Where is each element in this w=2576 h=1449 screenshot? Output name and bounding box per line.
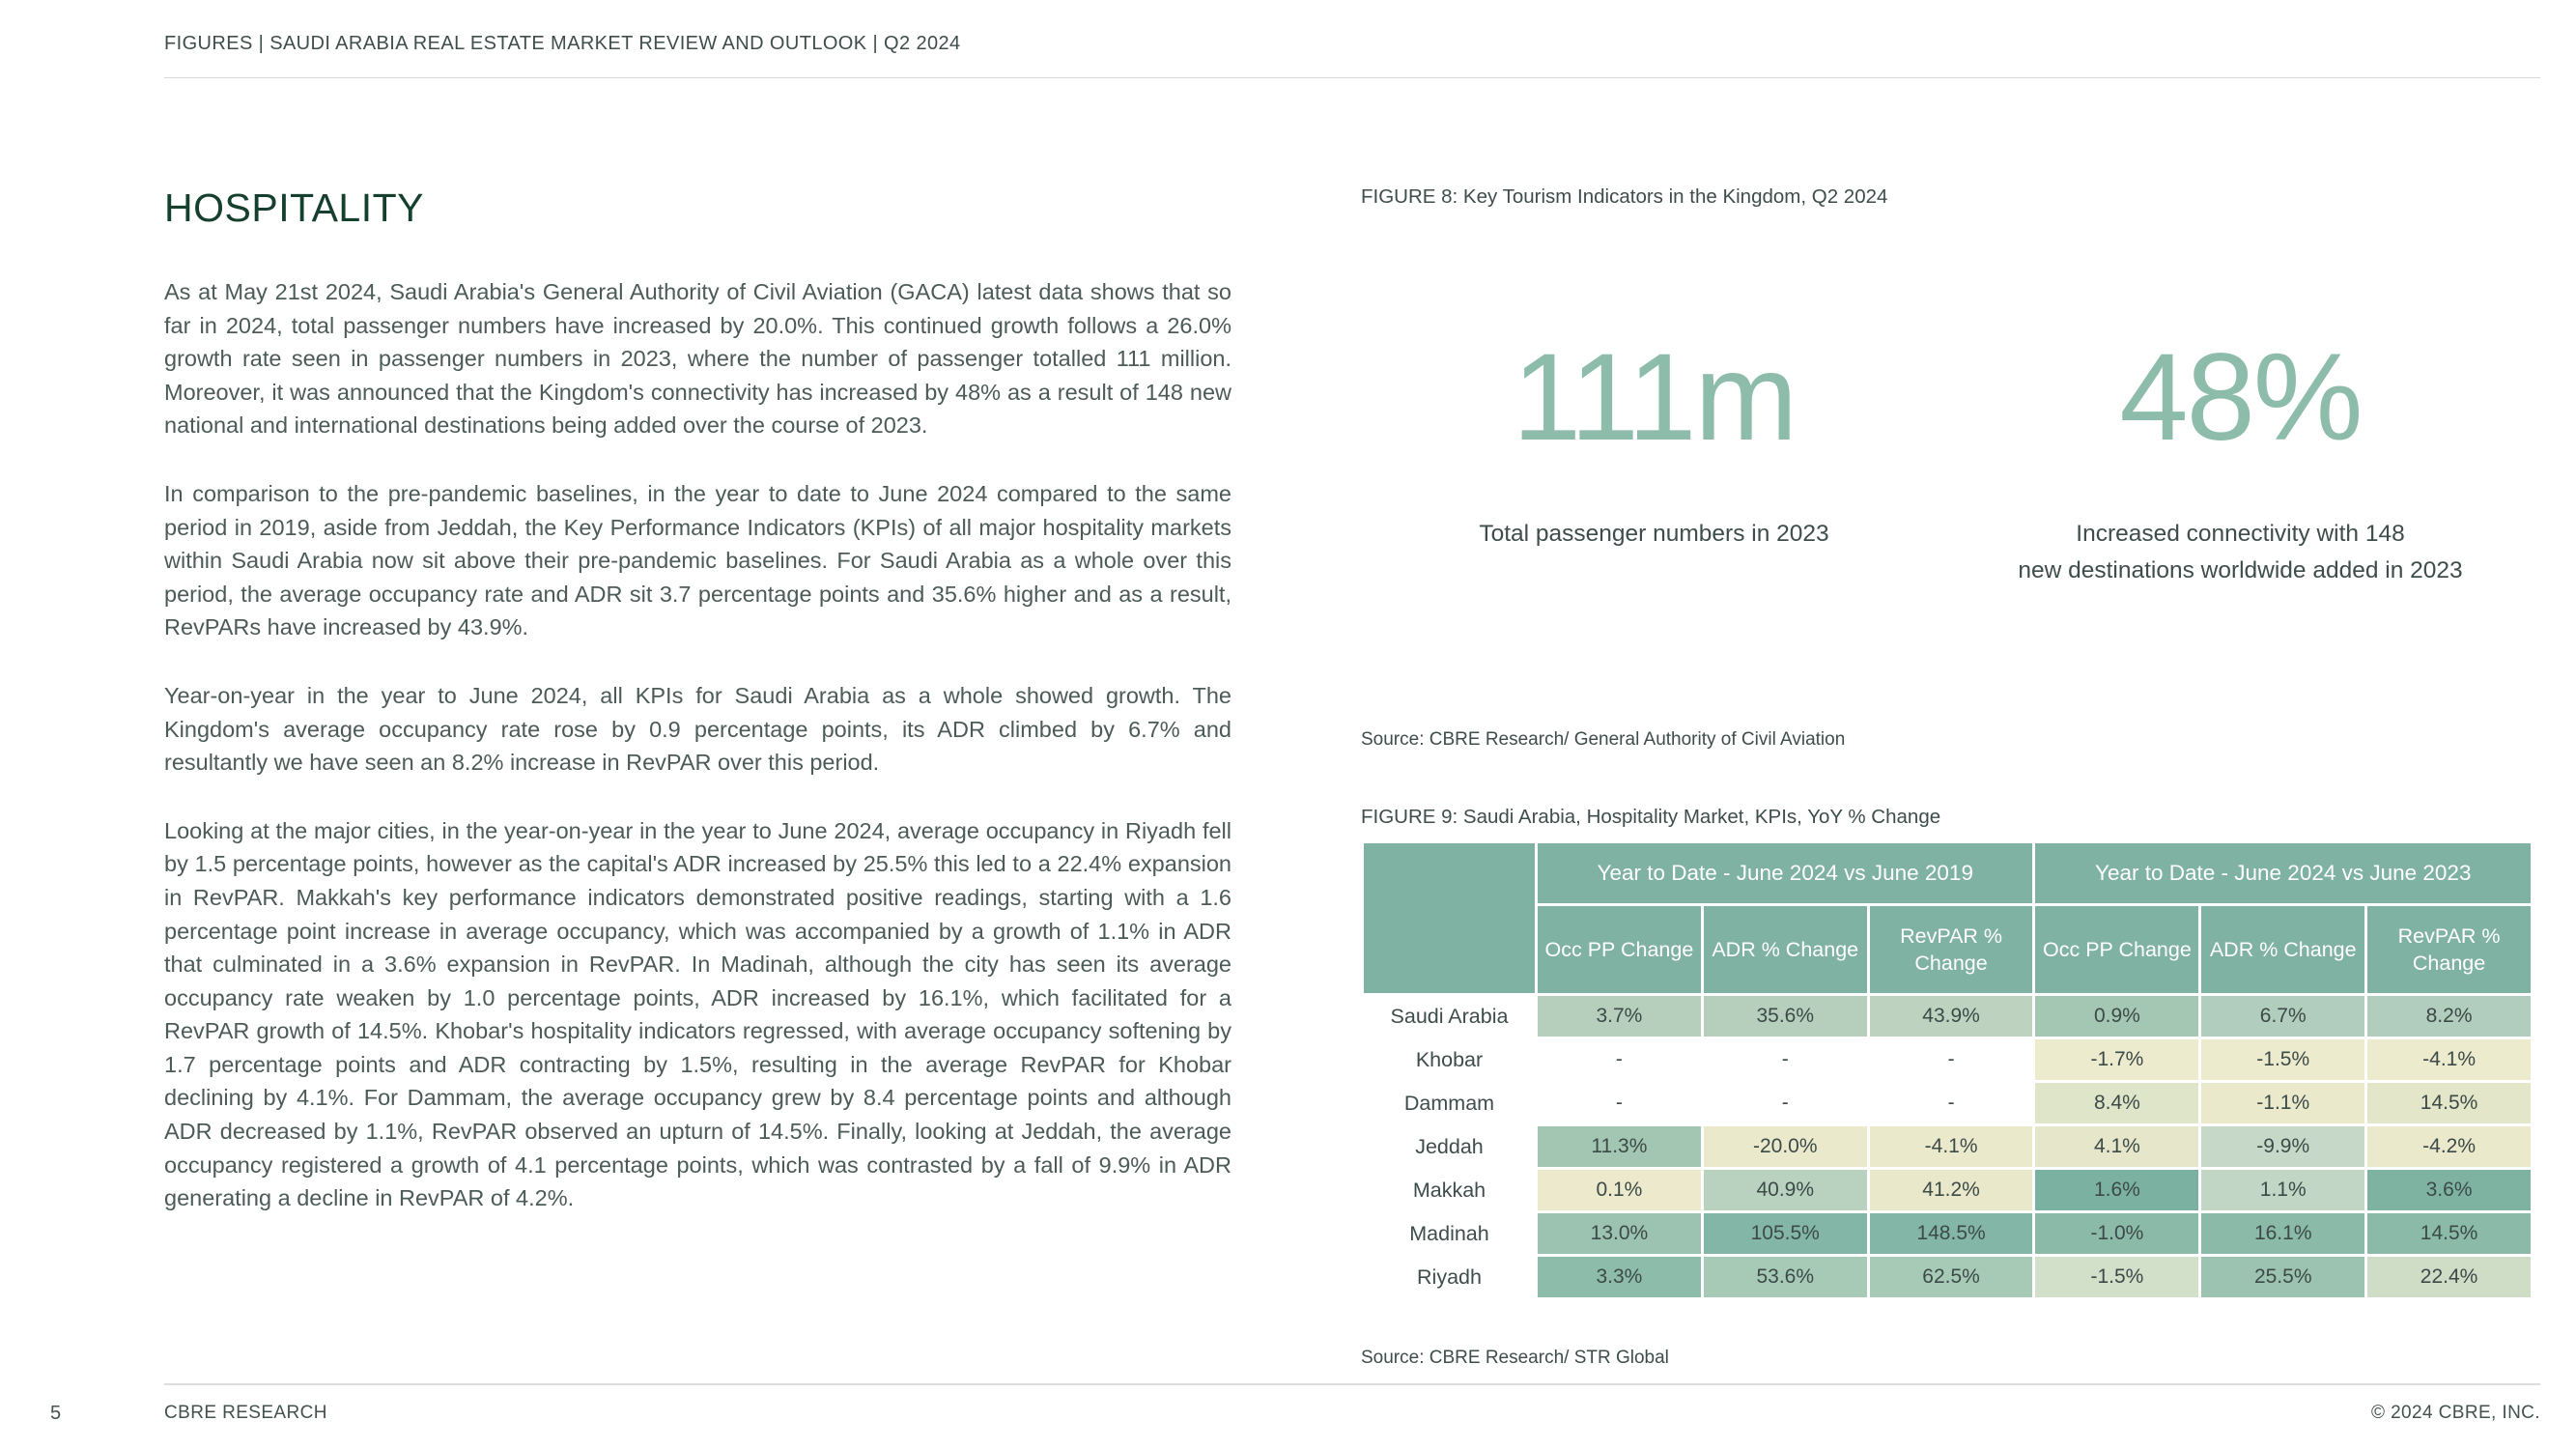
kpi-table: Year to Date - June 2024 vs June 2019 Ye…: [1361, 840, 2534, 1300]
table-row: Riyadh 3.3% 53.6% 62.5% -1.5% 25.5% 22.4%: [1361, 1254, 2534, 1300]
kpi-cell: -: [1700, 1037, 1870, 1083]
row-label: Riyadh: [1361, 1254, 1538, 1300]
footer-brand: CBRE RESEARCH: [164, 1403, 327, 1423]
row-label: Dammam: [1361, 1080, 1538, 1126]
table-group-header-row: Year to Date - June 2024 vs June 2019 Ye…: [1361, 840, 2534, 996]
kpi-cell: -1.5%: [2032, 1254, 2202, 1300]
corner-cell: [1361, 840, 1538, 996]
col-header-revpar-2019: RevPAR % Change: [1866, 903, 2036, 996]
group-header-2023: Year to Date - June 2024 vs June 2023: [2032, 840, 2534, 906]
kpi-cell: 14.5%: [2364, 1210, 2534, 1257]
col-header-revpar-2023: RevPAR % Change: [2364, 903, 2534, 996]
kpi-cell: 40.9%: [1700, 1167, 1870, 1213]
stat-passengers-caption: Total passenger numbers in 2023: [1479, 521, 1829, 547]
footer-copyright: © 2024 CBRE, INC.: [2371, 1403, 2540, 1423]
kpi-cell: -1.0%: [2032, 1210, 2202, 1257]
kpi-cell: -9.9%: [2198, 1123, 2368, 1170]
figures-column: FIGURE 8: Key Tourism Indicators in the …: [1361, 185, 2534, 1403]
kpi-cell: 11.3%: [1535, 1123, 1704, 1170]
kpi-table-body: Saudi Arabia 3.7% 35.6% 43.9% 0.9% 6.7% 8.2% Kh…: [1361, 993, 2534, 1300]
kpi-cell: 35.6%: [1700, 993, 1870, 1039]
document-header: FIGURES | SAUDI ARABIA REAL ESTATE MARKE…: [164, 33, 961, 54]
kpi-cell: 13.0%: [1535, 1210, 1704, 1257]
row-label: Jeddah: [1361, 1123, 1538, 1170]
kpi-cell: 43.9%: [1866, 993, 2036, 1039]
kpi-cell: 41.2%: [1866, 1167, 2036, 1213]
footer-divider: [164, 1383, 2540, 1385]
section-title: HOSPITALITY: [164, 185, 425, 230]
paragraph-1: As at May 21st 2024, Saudi Arabia's Gene…: [164, 279, 1231, 439]
kpi-cell: -: [1535, 1037, 1704, 1083]
table-row: Dammam - - -8.4% -1.1% 14.5%: [1361, 1080, 2534, 1126]
kpi-cell: -: [1535, 1080, 1704, 1126]
kpi-cell: 62.5%: [1866, 1254, 2036, 1300]
stat-connectivity: 48% Increased connectivity with 148 new …: [1947, 321, 2534, 589]
table-row: Makkah 0.1% 40.9% 41.2% 1.6% 1.1% 3.6%: [1361, 1167, 2534, 1213]
kpi-cell: 148.5%: [1866, 1210, 2036, 1257]
figure8-stats: 111m Total passenger numbers in 2023 48%…: [1361, 321, 2534, 589]
kpi-cell: 14.5%: [2364, 1080, 2534, 1126]
figure9-title: FIGURE 9: Saudi Arabia, Hospitality Mark…: [1361, 806, 1941, 828]
row-label: Makkah: [1361, 1167, 1538, 1213]
paragraph-3: Year-on-year in the year to June 2024, a…: [164, 682, 1231, 776]
table-row: Madinah 13.0% 105.5% 148.5% -1.0% 16.1% 14.5%: [1361, 1210, 2534, 1257]
kpi-cell: 53.6%: [1700, 1254, 1870, 1300]
header-divider: [164, 77, 2540, 78]
kpi-cell: 3.6%: [2364, 1167, 2534, 1213]
kpi-cell: -4.1%: [2364, 1037, 2534, 1083]
col-header-occ-2023: Occ PP Change: [2032, 903, 2202, 996]
kpi-cell: -: [1700, 1080, 1870, 1126]
table-row: Saudi Arabia 3.7% 35.6% 43.9% 0.9% 6.7% 8.2%: [1361, 993, 2534, 1039]
kpi-cell: 22.4%: [2364, 1254, 2534, 1300]
table-subheader-row: Occ PP Change ADR % Change RevPAR % Chan…: [1363, 903, 2534, 996]
row-label: Madinah: [1361, 1210, 1538, 1257]
stat-passengers: 111m Total passenger numbers in 2023: [1361, 321, 1947, 589]
stat-passengers-value: 111m: [1512, 328, 1798, 467]
kpi-cell: 8.4%: [2032, 1080, 2202, 1126]
kpi-cell: -: [1866, 1080, 2036, 1126]
col-header-adr-2023: ADR % Change: [2198, 903, 2368, 996]
kpi-cell: 1.6%: [2032, 1167, 2202, 1213]
kpi-cell: -1.5%: [2198, 1037, 2368, 1083]
kpi-cell: -1.7%: [2032, 1037, 2202, 1083]
group-header-2019: Year to Date - June 2024 vs June 2019: [1534, 840, 2036, 906]
kpi-cell: 1.1%: [2198, 1167, 2368, 1213]
kpi-cell: -: [1866, 1037, 2036, 1083]
page-number: 5: [50, 1403, 62, 1424]
kpi-cell: 3.3%: [1535, 1254, 1704, 1300]
figure9-source: Source: CBRE Research/ STR Global: [1361, 1348, 1669, 1368]
kpi-cell: 4.1%: [2032, 1123, 2202, 1170]
kpi-cell: 6.7%: [2198, 993, 2368, 1039]
row-label: Khobar: [1361, 1037, 1538, 1083]
col-header-adr-2019: ADR % Change: [1700, 903, 1870, 996]
kpi-cell: 25.5%: [2198, 1254, 2368, 1300]
row-label: Saudi Arabia: [1361, 993, 1538, 1039]
kpi-cell: 16.1%: [2198, 1210, 2368, 1257]
paragraph-2: In comparison to the pre-pandemic baseli…: [164, 480, 1231, 640]
kpi-cell: -4.1%: [1866, 1123, 2036, 1170]
kpi-cell: -4.2%: [2364, 1123, 2534, 1170]
kpi-cell: 105.5%: [1700, 1210, 1870, 1257]
stat-connectivity-caption: Increased connectivity with 148 new dest…: [2018, 521, 2463, 583]
article-column: HOSPITALITY As at May 21st 2024, Saudi A…: [164, 185, 1231, 1250]
stat-connectivity-value: 48%: [2119, 328, 2363, 467]
table-row: Khobar - - - -1.7% -1.5% -4.1%: [1361, 1037, 2534, 1083]
figure8-title: FIGURE 8: Key Tourism Indicators in the …: [1361, 185, 1888, 208]
kpi-cell: 8.2%: [2364, 993, 2534, 1039]
paragraph-4: Looking at the major cities, in the year…: [164, 817, 1231, 1211]
kpi-cell: 3.7%: [1535, 993, 1704, 1039]
table-row: Jeddah 11.3% -20.0% -4.1% 4.1% -9.9% -4.2%: [1361, 1123, 2534, 1170]
kpi-cell: 0.9%: [2032, 993, 2202, 1039]
figure8-source: Source: CBRE Research/ General Authority…: [1361, 729, 1846, 750]
kpi-cell: -1.1%: [2198, 1080, 2368, 1126]
kpi-cell: -20.0%: [1700, 1123, 1870, 1170]
col-header-occ-2019: Occ PP Change: [1535, 903, 1704, 996]
kpi-cell: 0.1%: [1535, 1167, 1704, 1213]
